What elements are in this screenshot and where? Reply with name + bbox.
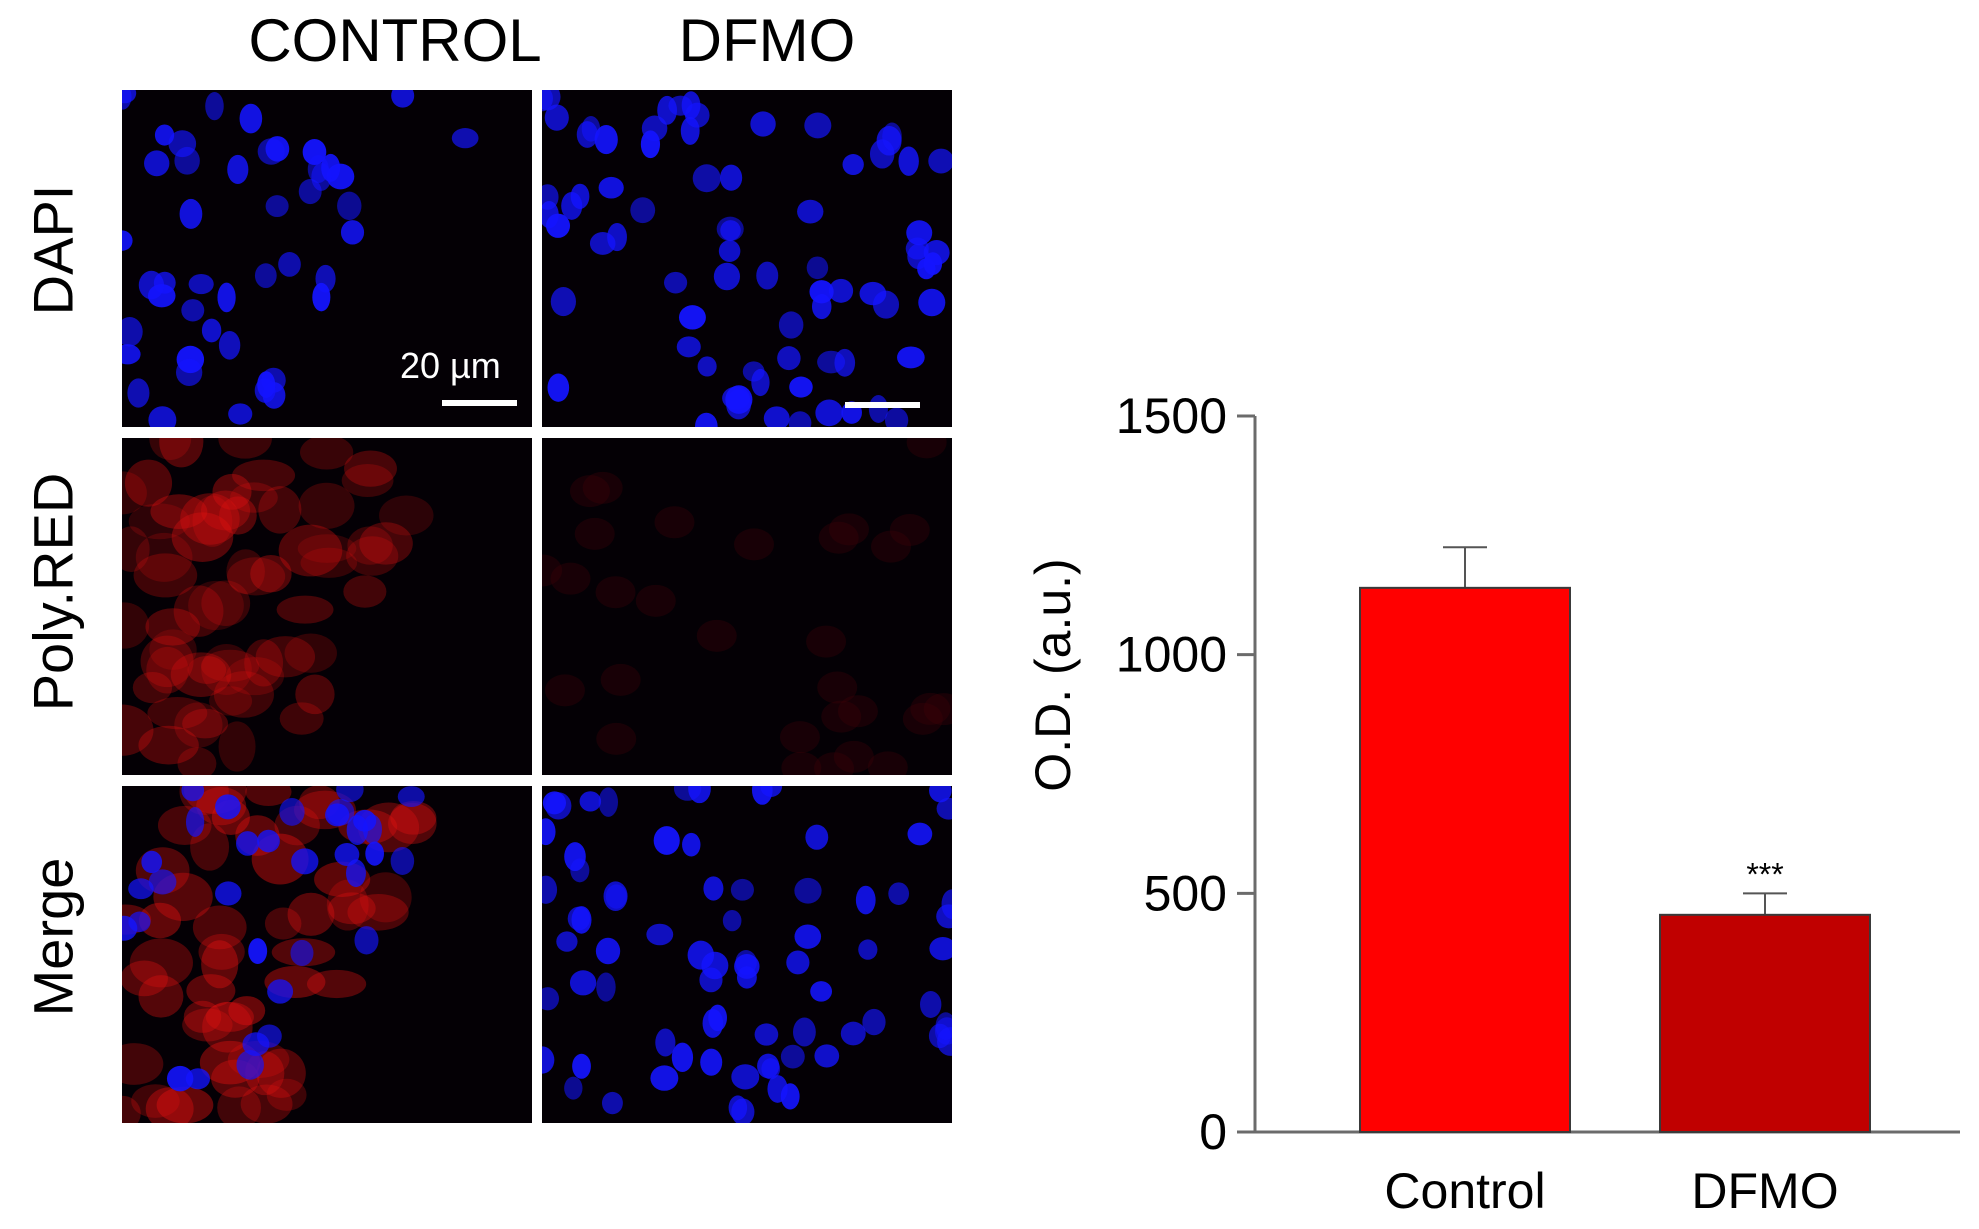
- significance-marker: ***: [1746, 856, 1783, 892]
- scale-bar-control: [442, 400, 517, 406]
- row-label-poly-red: Poly.RED: [21, 472, 85, 712]
- panel-dfmo-dapi: [542, 90, 952, 427]
- y-tick-label: 1500: [1116, 388, 1227, 444]
- scale-bar-dfmo: [845, 402, 920, 408]
- panel-control-poly-red: [122, 438, 532, 775]
- y-axis-label: O.D. (a.u.): [1025, 558, 1081, 791]
- bar-control: [1359, 586, 1571, 1133]
- column-label-control: CONTROL: [248, 7, 542, 74]
- row-label-dapi: DAPI: [21, 184, 85, 316]
- y-tick-label: 0: [1199, 1104, 1227, 1160]
- y-tick-label: 1000: [1116, 627, 1227, 683]
- panel-dfmo-poly-red: [542, 438, 952, 775]
- scale-bar-label: 20 µm: [400, 345, 501, 386]
- bar-chart: 0 500 1000 1500 Control DFMO *** O.D. (a.u.): [1025, 388, 1960, 1219]
- x-category-label: Control: [1384, 1163, 1545, 1219]
- panel-dfmo-merge: [542, 786, 952, 1123]
- bar-dfmo: [1659, 913, 1871, 1134]
- y-tick-label: 500: [1144, 865, 1227, 921]
- x-category-label: DFMO: [1691, 1163, 1838, 1219]
- panel-control-dapi: [122, 90, 532, 427]
- panel-control-merge: [122, 786, 532, 1123]
- row-label-merge: Merge: [21, 857, 85, 1017]
- column-label-dfmo: DFMO: [678, 7, 856, 74]
